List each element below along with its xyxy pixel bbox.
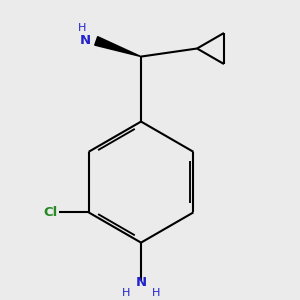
Text: H: H	[78, 23, 86, 33]
Text: Cl: Cl	[44, 206, 58, 219]
Text: N: N	[136, 277, 147, 290]
Text: H: H	[152, 288, 160, 298]
Text: H: H	[122, 288, 130, 298]
Text: N: N	[80, 34, 91, 47]
Polygon shape	[95, 37, 141, 57]
